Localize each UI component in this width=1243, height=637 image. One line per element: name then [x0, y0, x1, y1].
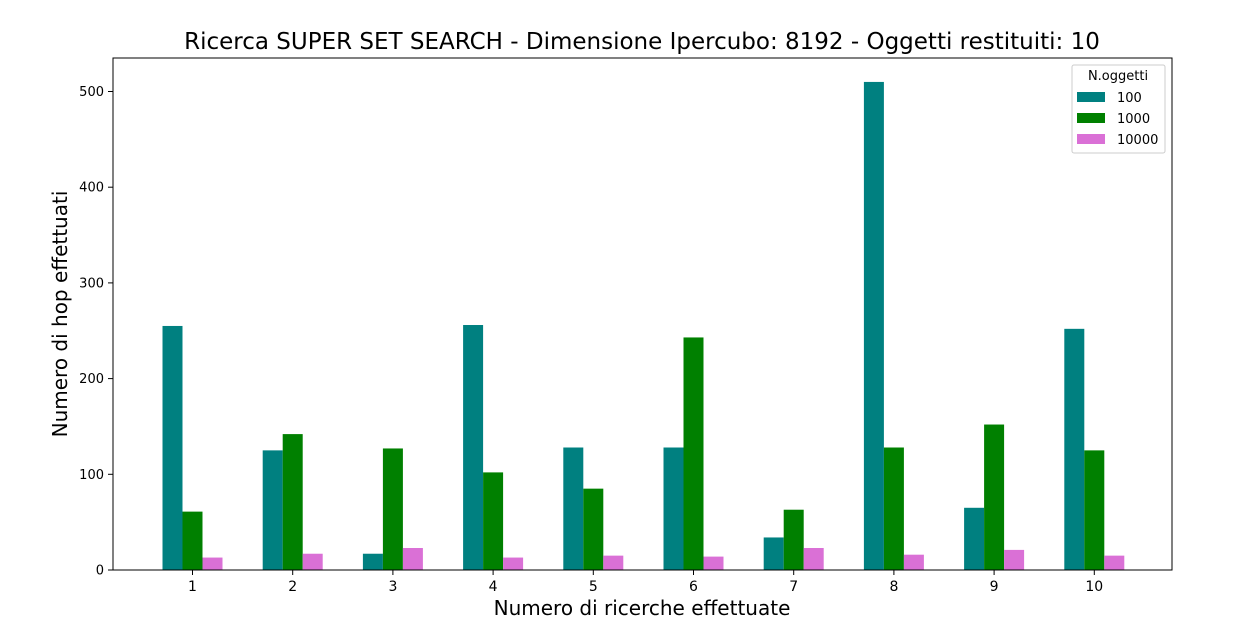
- bar-series-1000-cat-4: [483, 472, 504, 570]
- bar-series-10000-cat-2: [302, 553, 323, 570]
- bar-series-1000-cat-3: [382, 448, 403, 570]
- legend-swatch-100: [1077, 92, 1105, 102]
- bar-series-1000-cat-10: [1084, 450, 1105, 570]
- bar-series-100-cat-2: [262, 450, 283, 570]
- bar-series-10000-cat-1: [202, 557, 223, 570]
- bar-series-100-cat-1: [162, 325, 183, 570]
- legend-box: [1071, 64, 1166, 154]
- x-tick-label: 4: [489, 579, 498, 595]
- bar-series-10000-cat-6: [703, 556, 724, 570]
- legend-label-1000: 1000: [1117, 112, 1150, 127]
- y-tick-label: 0: [96, 564, 104, 579]
- x-tick-label: 10: [1085, 579, 1103, 595]
- y-tick-label: 500: [79, 85, 104, 100]
- legend-title: N.oggetti: [1088, 69, 1148, 84]
- bar-series-1000-cat-6: [683, 337, 704, 570]
- legend: N.oggetti 100 1000 10000: [1071, 64, 1166, 154]
- y-tick-label: 300: [79, 276, 104, 291]
- legend-swatch-1000: [1077, 113, 1105, 123]
- bar-series-10000-cat-8: [903, 554, 924, 570]
- bar-series-10000-cat-3: [402, 547, 423, 570]
- bar-series-10000-cat-10: [1104, 555, 1125, 570]
- y-axis: 0 100 200 300 400 500: [79, 85, 113, 579]
- bar-series-10000-cat-4: [503, 557, 524, 570]
- x-tick-label: 6: [689, 579, 698, 595]
- legend-items: 100 1000 10000: [1077, 91, 1158, 148]
- bar-series-10000-cat-7: [803, 547, 824, 570]
- x-tick-label: 9: [990, 579, 999, 595]
- x-tick-label: 3: [388, 579, 397, 595]
- bar-series-100-cat-3: [362, 553, 383, 570]
- bars-group: [162, 81, 1125, 571]
- bar-series-1000-cat-2: [282, 434, 303, 570]
- bar-series-1000-cat-9: [984, 424, 1005, 570]
- legend-label-10000: 10000: [1117, 133, 1158, 148]
- x-tick-label: 5: [589, 579, 598, 595]
- y-tick-label: 200: [79, 372, 104, 387]
- legend-swatch-10000: [1077, 134, 1105, 144]
- legend-label-100: 100: [1117, 91, 1142, 106]
- bar-series-100-cat-8: [863, 81, 884, 571]
- bar-series-1000-cat-5: [583, 488, 604, 570]
- bar-series-100-cat-4: [463, 325, 484, 570]
- x-tick-label: 1: [188, 579, 197, 595]
- bar-series-1000-cat-1: [182, 511, 203, 570]
- bar-series-1000-cat-7: [783, 509, 804, 570]
- bar-series-1000-cat-8: [883, 447, 904, 570]
- x-tick-label: 8: [889, 579, 898, 595]
- x-axis: 1 2 3 4 5 6 7 8 9 10: [188, 570, 1103, 595]
- y-tick-label: 100: [79, 468, 104, 483]
- bar-series-100-cat-7: [763, 537, 784, 570]
- x-axis-label: Numero di ricerche effettuate: [494, 596, 791, 620]
- plot-frame: [112, 57, 1173, 571]
- y-axis-label: Numero di hop effettuati: [48, 191, 72, 438]
- bar-series-100-cat-5: [563, 447, 584, 570]
- chart-title: Ricerca SUPER SET SEARCH - Dimensione Ip…: [184, 29, 1100, 55]
- y-tick-label: 400: [79, 181, 104, 196]
- bar-series-100-cat-9: [964, 507, 985, 570]
- bar-series-10000-cat-9: [1004, 549, 1025, 570]
- x-tick-label: 2: [288, 579, 297, 595]
- x-tick-label: 7: [789, 579, 798, 595]
- bar-series-100-cat-6: [663, 447, 684, 570]
- bar-series-100-cat-10: [1064, 328, 1085, 570]
- bar-series-10000-cat-5: [603, 555, 624, 570]
